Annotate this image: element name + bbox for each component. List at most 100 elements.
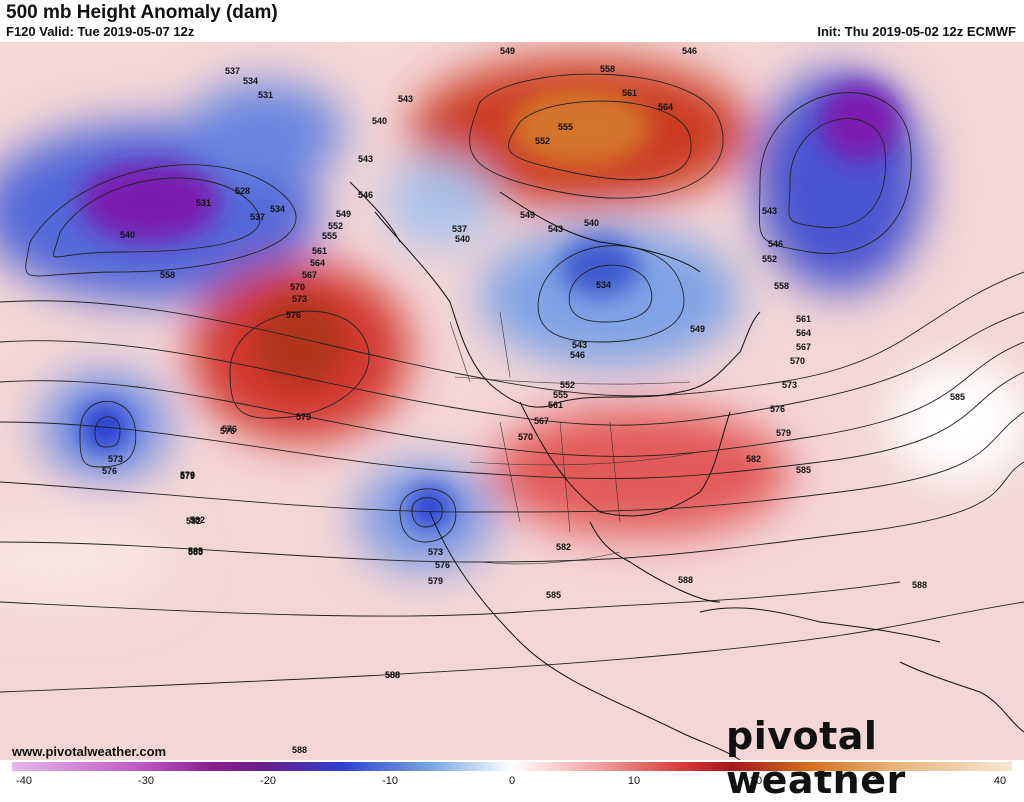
contour-label: 555 bbox=[553, 390, 568, 400]
contour-label: 552 bbox=[762, 254, 777, 264]
contour-label: 567 bbox=[796, 342, 811, 352]
contour-label: 576 bbox=[222, 424, 237, 434]
map-canvas: 537 534 531 528 531 540 558 537 534 549 … bbox=[0, 42, 1024, 760]
contour-label: 561 bbox=[312, 246, 327, 256]
colorbar: -40 -30 -20 -10 0 10 20 30 40 bbox=[12, 762, 1012, 791]
contour-label: 582 bbox=[556, 542, 571, 552]
contour-label: 546 bbox=[682, 46, 697, 56]
contour-label: 531 bbox=[196, 198, 211, 208]
contour-label: 567 bbox=[302, 270, 317, 280]
contour-label: 537 bbox=[250, 212, 265, 222]
contour-label: 555 bbox=[558, 122, 573, 132]
contour-label: 576 bbox=[220, 426, 235, 436]
contour-label: 579 bbox=[428, 576, 443, 586]
contour-label: 582 bbox=[186, 516, 201, 526]
contour-label: 585 bbox=[950, 392, 965, 402]
contour-label: 588 bbox=[912, 580, 927, 590]
contour-label: 552 bbox=[328, 221, 343, 231]
contour-label: 576 bbox=[435, 560, 450, 570]
contour-label: 534 bbox=[243, 76, 258, 86]
contour-label: 540 bbox=[372, 116, 387, 126]
contour-label: 564 bbox=[658, 102, 673, 112]
contour-label: 552 bbox=[535, 136, 550, 146]
contour-label: 585 bbox=[546, 590, 561, 600]
colorbar-svg: -40 -30 -20 -10 0 10 20 30 40 bbox=[12, 762, 1012, 787]
alaska-trough bbox=[185, 82, 345, 182]
arctic-low bbox=[385, 157, 495, 247]
map-title: 500 mb Height Anomaly (dam) bbox=[6, 2, 278, 23]
subtropical-neutral bbox=[0, 512, 180, 612]
contour-label: 543 bbox=[762, 206, 777, 216]
colorbar-tick-label: -40 bbox=[16, 775, 32, 787]
contour-label: 564 bbox=[310, 258, 325, 268]
contour-label: 561 bbox=[548, 400, 563, 410]
init-time: Init: Thu 2019-05-02 12z ECMWF bbox=[817, 24, 1016, 39]
contour-label: 561 bbox=[796, 314, 811, 324]
contour-label: 585 bbox=[796, 465, 811, 475]
colorbar-gradient bbox=[12, 762, 1012, 771]
contour-label: 573 bbox=[292, 294, 307, 304]
website-url: www.pivotalweather.com bbox=[12, 744, 167, 759]
contour-label: 549 bbox=[336, 209, 351, 219]
atlantic-neutral bbox=[890, 362, 1024, 482]
contour-label: 540 bbox=[455, 234, 470, 244]
colorbar-tick-label: -30 bbox=[138, 775, 154, 787]
colorbar-tick-label: 20 bbox=[750, 775, 762, 787]
borders bbox=[449, 311, 701, 565]
contour-label: 582 bbox=[746, 454, 761, 464]
colorbar-tick-label: 30 bbox=[872, 775, 884, 787]
contour-label: 570 bbox=[518, 432, 533, 442]
contour-label: 528 bbox=[235, 186, 250, 196]
contour-label: 543 bbox=[572, 340, 587, 350]
contour-label: 531 bbox=[258, 90, 273, 100]
contour-label: 537 bbox=[452, 224, 467, 234]
east-us-ridge bbox=[490, 407, 790, 537]
contour-label: 588 bbox=[385, 670, 400, 680]
contour-label: 555 bbox=[322, 231, 337, 241]
contour-label: 576 bbox=[286, 310, 301, 320]
coastlines bbox=[349, 181, 1024, 760]
hudson-trough bbox=[480, 227, 740, 367]
contour-label: 588 bbox=[292, 745, 307, 755]
contour-label: 558 bbox=[600, 64, 615, 74]
colorbar-tick-label: -20 bbox=[260, 775, 276, 787]
contour-label: 543 bbox=[548, 224, 563, 234]
contour-label: 588 bbox=[385, 670, 400, 680]
height-contours bbox=[0, 73, 1024, 693]
colorbar-tick-label: 40 bbox=[994, 775, 1006, 787]
contour-label: 540 bbox=[120, 230, 135, 240]
contour-label: 576 bbox=[102, 466, 117, 476]
contour-label: 570 bbox=[290, 282, 305, 292]
contour-label: 543 bbox=[358, 154, 373, 164]
contour-label: 564 bbox=[796, 328, 811, 338]
contour-label: 573 bbox=[108, 454, 123, 464]
contour-label: 549 bbox=[520, 210, 535, 220]
contour-label: 558 bbox=[774, 281, 789, 291]
contour-label: 579 bbox=[776, 428, 791, 438]
contour-label: 546 bbox=[358, 190, 373, 200]
contour-label: 561 bbox=[622, 88, 637, 98]
contour-label: 579 bbox=[180, 471, 195, 481]
contour-label: 546 bbox=[570, 350, 585, 360]
map-header: 500 mb Height Anomaly (dam) F120 Valid: … bbox=[0, 0, 1024, 42]
contour-value-labels: 537 534 531 528 531 540 558 537 534 549 … bbox=[102, 46, 965, 755]
contour-label: 540 bbox=[584, 218, 599, 228]
colorbar-tick-label: 0 bbox=[509, 775, 515, 787]
contour-label: 543 bbox=[398, 94, 413, 104]
contour-label: 588 bbox=[678, 575, 693, 585]
contour-label: 546 bbox=[768, 239, 783, 249]
contour-label: 558 bbox=[160, 270, 175, 280]
contour-label: 570 bbox=[790, 356, 805, 366]
contour-label: 573 bbox=[428, 547, 443, 557]
contour-label: 576 bbox=[770, 404, 785, 414]
valid-time: F120 Valid: Tue 2019-05-07 12z bbox=[6, 24, 195, 39]
colorbar-tick-label: 10 bbox=[628, 775, 640, 787]
contour-label: 585 bbox=[188, 547, 203, 557]
contour-label: 549 bbox=[690, 324, 705, 334]
contour-label: 552 bbox=[560, 380, 575, 390]
contour-label: 582 bbox=[190, 515, 205, 525]
colorbar-tick-label: -10 bbox=[382, 775, 398, 787]
contour-label: 549 bbox=[500, 46, 515, 56]
contour-label: 573 bbox=[782, 380, 797, 390]
contour-label: 534 bbox=[596, 280, 611, 290]
